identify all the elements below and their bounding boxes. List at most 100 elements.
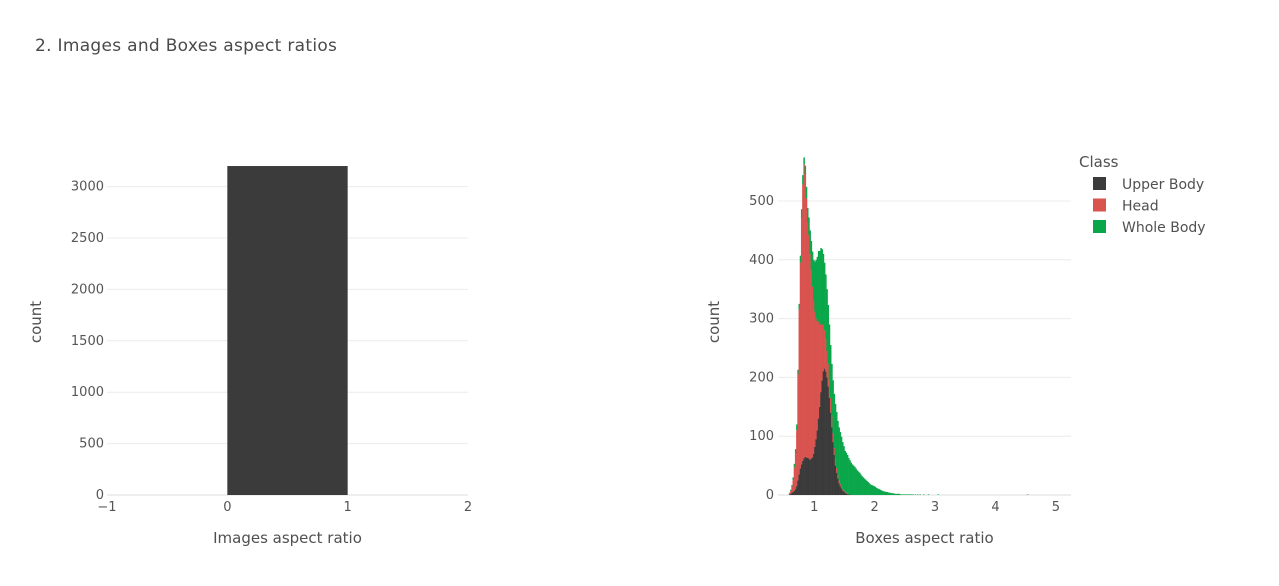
x-tick-label: 0 [223, 500, 231, 515]
histogram-bar-whole-body [825, 274, 827, 340]
histogram-bar-upper-body [815, 439, 817, 495]
histogram-bar-whole-body [900, 494, 902, 495]
histogram-bar-whole-body [804, 165, 807, 175]
histogram-bar-whole-body [898, 493, 901, 495]
histogram-bar-upper-body [809, 459, 811, 495]
histogram-bar-upper-body [848, 494, 850, 495]
histogram-bar-whole-body [889, 492, 891, 495]
histogram-bar-whole-body [897, 493, 900, 495]
histogram-bar-whole-body [904, 494, 907, 495]
histogram-bar-whole-body [808, 217, 810, 236]
histogram-bar-head [790, 490, 792, 494]
x-axis-label: Images aspect ratio [213, 529, 362, 547]
histogram-bar-whole-body [892, 493, 895, 495]
histogram-bar-whole-body [885, 492, 888, 495]
y-tick-label: 300 [749, 312, 774, 327]
histogram-bar-whole-body [868, 483, 871, 495]
histogram-bar-whole-body [829, 345, 832, 398]
histogram-bar-whole-body [850, 462, 853, 495]
histogram-bar-head [827, 363, 830, 387]
legend-label: Upper Body [1122, 177, 1204, 193]
histogram-bar-upper-body [816, 430, 819, 495]
histogram-bar-whole-body [927, 494, 930, 495]
histogram-bar-whole-body [805, 186, 808, 199]
histogram-bar-whole-body [819, 250, 821, 325]
histogram-bar-whole-body [806, 208, 809, 223]
histogram-bar-head [838, 480, 840, 484]
histogram-bar-head [831, 415, 833, 428]
histogram-bar-head [817, 321, 820, 419]
histogram-bar-upper-body [842, 490, 844, 495]
histogram-bar-head [839, 483, 842, 487]
histogram-bar-whole-body [802, 175, 804, 185]
histogram-bar-whole-body [857, 471, 860, 495]
histogram-bar-upper-body [822, 371, 825, 495]
histogram-bar-whole-body [794, 449, 797, 454]
histogram-bar-head [834, 459, 837, 466]
histogram-bar [227, 166, 348, 496]
histogram-bar-whole-body [1026, 494, 1029, 495]
histogram-bar-whole-body [833, 393, 836, 448]
histogram-bar-head [840, 486, 843, 489]
histogram-bar-whole-body [852, 465, 855, 495]
histogram-bar-whole-body [910, 494, 913, 495]
histogram-bar-upper-body [805, 457, 808, 495]
histogram-bar-upper-body [849, 494, 851, 495]
x-tick-label: 1 [810, 500, 818, 515]
histogram-bar-head [794, 453, 797, 490]
histogram-bar-head [823, 330, 826, 369]
legend-swatch [1093, 198, 1106, 212]
histogram-bar-whole-body [838, 427, 840, 481]
histogram-bar-whole-body [914, 494, 917, 495]
histogram-bar-whole-body [820, 248, 822, 325]
histogram-bar-head [843, 490, 845, 492]
y-axis-label: count [27, 301, 45, 343]
histogram-bar-upper-body [826, 377, 828, 495]
histogram-bar-whole-body [877, 488, 879, 495]
histogram-bar-upper-body [839, 486, 842, 495]
histogram-bar-whole-body [793, 463, 796, 468]
y-tick-label: 500 [749, 194, 774, 209]
histogram-bar-whole-body [901, 494, 903, 495]
histogram-bar-whole-body [790, 489, 792, 491]
y-tick-label: 200 [749, 370, 774, 385]
histogram-bar-head [828, 380, 831, 398]
y-tick-label: 3000 [71, 180, 104, 195]
histogram-bar-whole-body [896, 493, 898, 495]
histogram-bar-whole-body [893, 493, 896, 495]
histogram-bar-whole-body [799, 255, 802, 263]
histogram-bar-whole-body [855, 468, 857, 495]
histogram-bar-whole-body [863, 478, 866, 495]
histogram-bar-head [799, 262, 802, 469]
histogram-bar-whole-body [887, 492, 890, 495]
y-tick-label: 100 [749, 429, 774, 444]
histogram-bar-upper-body [831, 427, 833, 495]
histogram-bar-whole-body [937, 494, 939, 495]
histogram-bar-head [846, 493, 849, 494]
histogram-bar-whole-body [831, 363, 833, 416]
histogram-bar-head [797, 374, 799, 481]
histogram-bar-head [825, 339, 827, 372]
histogram-bar-head [845, 492, 848, 494]
histogram-bar-head [803, 164, 805, 459]
histogram-bar-upper-body [832, 442, 834, 495]
x-tick-label: 4 [991, 500, 999, 515]
histogram-bar-head [821, 324, 824, 381]
legend-swatch [1093, 177, 1106, 190]
histogram-bar-upper-body [817, 418, 820, 495]
histogram-bar-whole-body [851, 464, 854, 495]
histogram-bar-head [793, 467, 796, 491]
histogram-bar-whole-body [791, 485, 793, 487]
histogram-bar-head [808, 235, 810, 459]
histogram-bar-whole-body [816, 256, 819, 322]
histogram-bar-whole-body [797, 369, 799, 375]
histogram-bar-whole-body [823, 262, 826, 331]
histogram-bar-head [833, 447, 836, 456]
histogram-bar-upper-body [788, 494, 791, 495]
histogram-bar-upper-body [791, 492, 793, 495]
y-axis-label: count [705, 301, 723, 343]
histogram-bar-whole-body [792, 477, 795, 481]
histogram-bar-head [832, 433, 834, 443]
histogram-bar-upper-body [834, 465, 837, 495]
histogram-bar-head [814, 311, 816, 447]
